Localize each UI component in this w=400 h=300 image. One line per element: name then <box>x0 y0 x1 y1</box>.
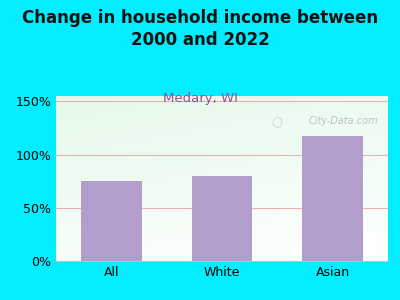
Bar <box>192 176 252 261</box>
Text: Medary, WI: Medary, WI <box>162 92 238 104</box>
Text: City-Data.com: City-Data.com <box>308 116 378 126</box>
Text: Change in household income between
2000 and 2022: Change in household income between 2000 … <box>22 9 378 49</box>
Text: ○: ○ <box>271 116 282 129</box>
Bar <box>81 181 142 261</box>
Bar <box>302 136 363 261</box>
